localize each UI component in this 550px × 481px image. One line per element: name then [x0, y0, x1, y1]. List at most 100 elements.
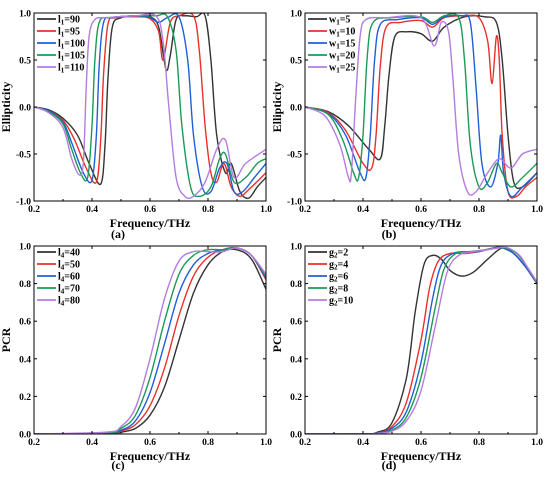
y-tick-label: 0.0 [290, 431, 302, 441]
series-line [305, 14, 537, 198]
y-axis-title: PCR [270, 327, 284, 352]
legend-label-sub: 1 [61, 43, 65, 51]
legend-label: g2=4 [329, 260, 348, 272]
legend-label-sub: 1 [61, 19, 65, 27]
x-tick-label: 0.8 [473, 205, 485, 215]
y-tick-label: -0.5 [287, 151, 302, 161]
series-line [305, 15, 537, 190]
y-tick-label: 0.6 [290, 318, 302, 328]
series-group [34, 246, 266, 434]
legend-label-main: g [329, 260, 334, 271]
legend-label: l1=105 [58, 51, 85, 63]
legend-label-value: =60 [64, 272, 80, 283]
y-tick-label: 0.4 [290, 355, 302, 365]
series-group [305, 246, 537, 434]
x-tick-label: 1.0 [531, 438, 543, 448]
legend-label-sub: 4 [61, 300, 65, 308]
legend-label: l4=60 [58, 272, 80, 284]
y-axis-title: PCR [0, 327, 13, 352]
legend-label-value: =4 [338, 260, 349, 271]
legend-label-main: l [58, 63, 61, 74]
y-tick-label: 1.0 [290, 243, 302, 253]
y-tick-label: 0.4 [19, 355, 31, 365]
legend-label-main: l [58, 39, 61, 50]
x-tick-label: 0.2 [299, 205, 311, 215]
legend-label-main: w [329, 15, 337, 26]
legend-label-main: g [329, 284, 334, 295]
legend-label-value: =5 [340, 15, 351, 26]
legend-label-main: l [58, 248, 61, 259]
x-tick-label: 1.0 [260, 205, 272, 215]
legend-label-sub: 4 [61, 252, 65, 260]
legend-label-value: =20 [340, 51, 356, 62]
legend-label-main: l [58, 272, 61, 283]
y-tick-label: 1.0 [19, 243, 31, 253]
legend: g2=2g2=4g2=6g2=8g2=10 [308, 248, 353, 308]
y-axis-title: Ellipticity [270, 82, 284, 133]
y-tick-label: 0.6 [19, 318, 31, 328]
legend-label-sub: 1 [336, 67, 340, 75]
legend-label-value: =100 [64, 39, 85, 50]
legend-label: w1=15 [329, 39, 355, 51]
legend-label-sub: 4 [61, 288, 65, 296]
legend-label: l4=80 [58, 296, 80, 308]
x-tick-label: 1.0 [531, 205, 543, 215]
y-tick-label: -0.5 [16, 151, 31, 161]
legend-label-sub: 1 [336, 43, 340, 51]
legend-label-main: l [58, 27, 61, 38]
y-tick-label: 0.0 [19, 104, 31, 114]
y-tick-label: 1.0 [290, 10, 302, 20]
x-tick-label: 0.6 [144, 438, 156, 448]
legend-label-main: g [329, 248, 334, 259]
legend-label-sub: 1 [336, 19, 340, 27]
legend-label: l1=90 [58, 15, 80, 27]
y-tick-label: -1.0 [287, 198, 302, 208]
legend-label-value: =80 [64, 296, 80, 307]
panel-label: (c) [111, 458, 124, 472]
legend-label-main: l [58, 260, 61, 271]
legend-label-value: =95 [64, 27, 80, 38]
series-line [305, 13, 537, 191]
series-line [34, 247, 266, 434]
legend-label-value: =105 [64, 51, 85, 62]
legend-label-sub: 2 [334, 300, 338, 308]
legend-label-main: l [58, 15, 61, 26]
legend-label-main: w [329, 51, 337, 62]
legend-label-main: l [58, 51, 61, 62]
legend-label-value: =10 [340, 27, 356, 38]
legend-label-sub: 2 [334, 264, 338, 272]
series-line [305, 14, 537, 196]
legend-label: g2=6 [329, 272, 348, 284]
legend-label-sub: 1 [336, 31, 340, 39]
legend-label: w1=25 [329, 63, 355, 75]
x-tick-label: 0.8 [202, 438, 214, 448]
legend-label-value: =2 [338, 248, 349, 259]
legend-label-main: l [58, 296, 61, 307]
y-tick-label: 0.0 [290, 104, 302, 114]
y-tick-label: 0.8 [19, 280, 31, 290]
series-line [305, 246, 537, 434]
legend-label-value: =70 [64, 284, 80, 295]
legend-label-main: w [329, 63, 337, 74]
legend-label-main: g [329, 272, 334, 283]
legend-label: g2=2 [329, 248, 348, 260]
legend-label: l4=70 [58, 284, 80, 296]
x-axis-title: Frequency/THz [381, 216, 462, 230]
panel-label: (a) [111, 227, 125, 241]
legend-label-value: =8 [338, 284, 349, 295]
legend-label-value: =6 [338, 272, 349, 283]
legend-label-main: w [329, 39, 337, 50]
legend-label: l1=95 [58, 27, 80, 39]
chart-panel: 0.2 0.4 0.6 0.8 1.00.00.20.40.60.81.0Frequen… [270, 243, 543, 473]
y-tick-label: 0.2 [290, 393, 302, 403]
legend-label: l1=110 [58, 63, 84, 75]
x-tick-label: 0.2 [28, 205, 40, 215]
legend-label-sub: 4 [61, 264, 65, 272]
y-tick-label: 1.0 [19, 10, 31, 20]
legend-label: g2=8 [329, 284, 348, 296]
legend-label-value: =25 [340, 63, 356, 74]
chart-panel: 0.2 0.4 0.6 0.8 1.00.00.20.40.60.81.0Frequen… [0, 243, 272, 473]
x-axis-title: Frequency/THz [110, 216, 191, 230]
